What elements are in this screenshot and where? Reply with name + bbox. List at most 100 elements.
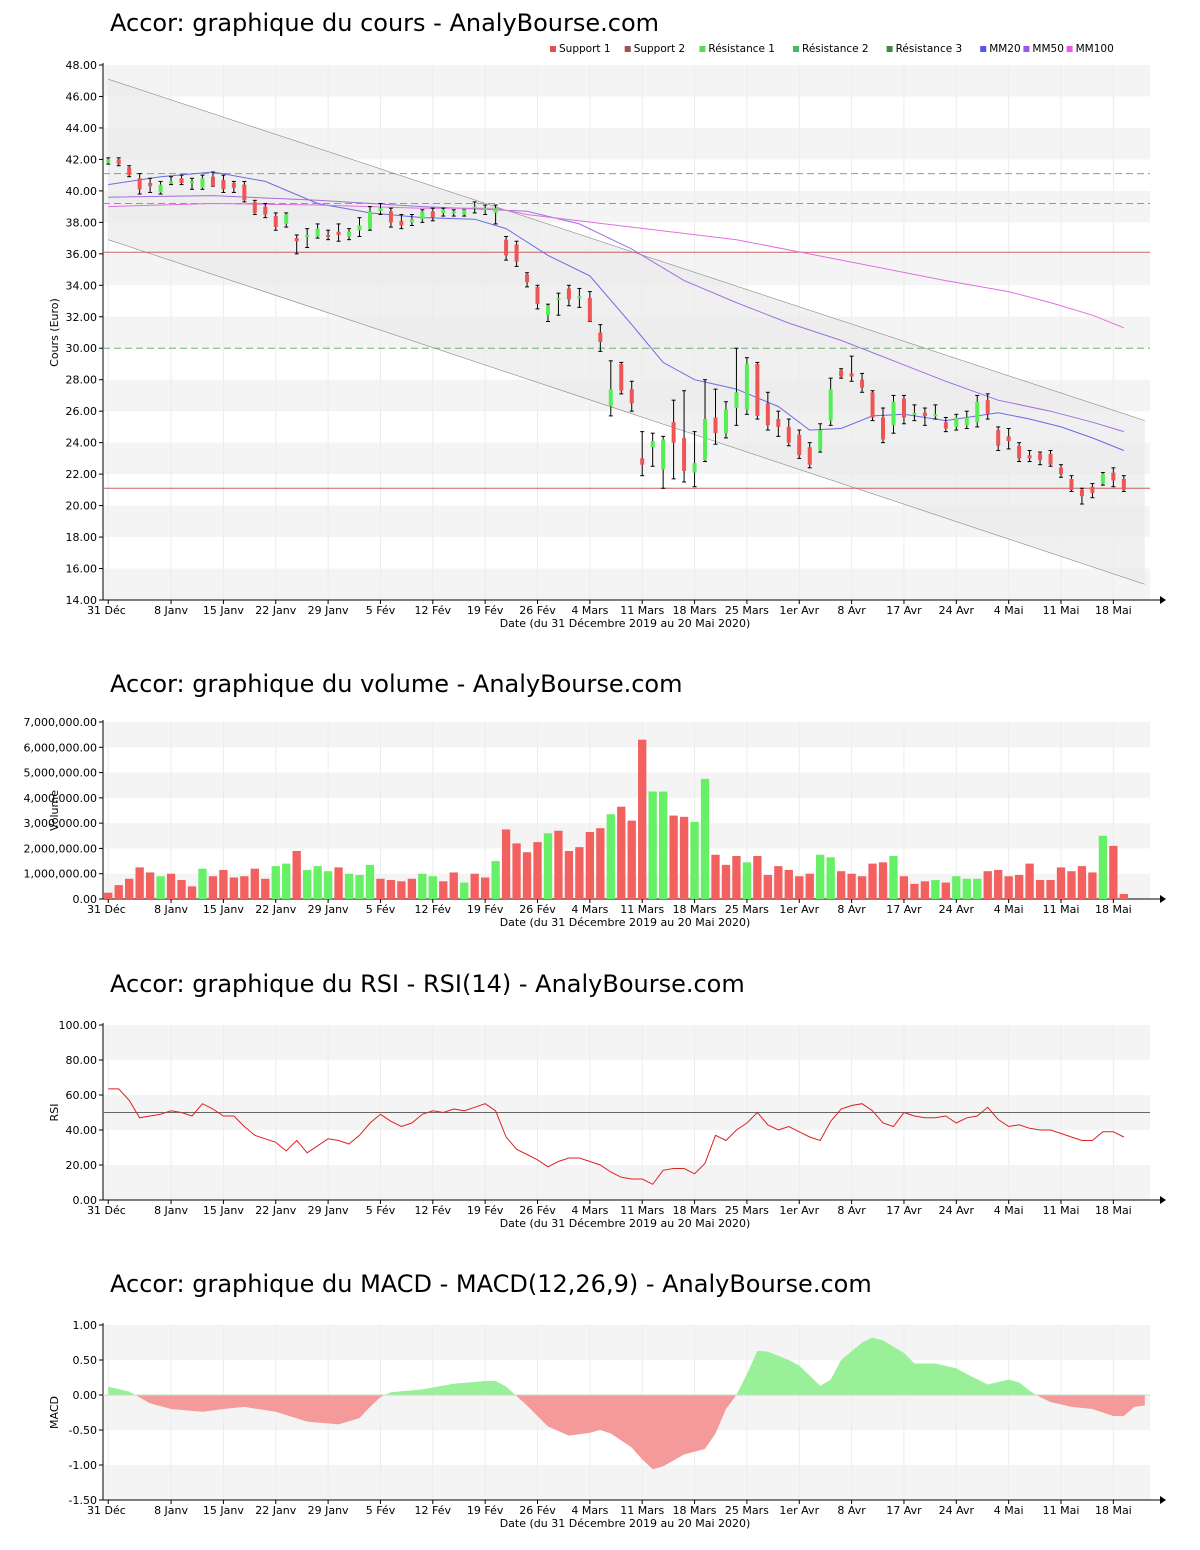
candle-body xyxy=(315,228,320,237)
x-tick-label: 29 Janv xyxy=(308,1504,349,1517)
volume-bar xyxy=(313,866,322,899)
candle xyxy=(587,291,592,322)
x-tick-label: 25 Mars xyxy=(725,604,769,617)
volume-bar xyxy=(910,883,919,899)
y-tick-label: 22.00 xyxy=(66,468,98,481)
price-chart-title: Accor: graphique du cours - AnalyBourse.… xyxy=(110,9,660,37)
candle-body xyxy=(169,181,174,184)
candle xyxy=(545,303,550,322)
y-tick-label: 1.00 xyxy=(73,1319,98,1332)
x-tick-label: 31 Déc xyxy=(87,1204,126,1217)
y-axis-label: RSI xyxy=(48,1104,61,1122)
candle xyxy=(148,177,153,193)
candle-body xyxy=(1027,455,1032,459)
candle-body xyxy=(200,178,205,188)
candle xyxy=(399,213,404,230)
candle xyxy=(284,212,289,228)
legend-swatch xyxy=(1023,46,1030,52)
candle-body xyxy=(430,211,435,218)
volume-bar xyxy=(156,876,165,899)
x-tick-label: 22 Janv xyxy=(255,604,296,617)
volume-bar xyxy=(732,856,741,899)
candle xyxy=(420,209,425,223)
legend-label: Support 1 xyxy=(559,43,611,55)
x-tick-label: 22 Janv xyxy=(255,1504,296,1517)
candle xyxy=(1059,464,1064,478)
candle-body xyxy=(388,211,393,223)
volume-bar xyxy=(1119,893,1128,899)
x-tick-label: 29 Janv xyxy=(308,903,349,916)
candle-body xyxy=(504,239,509,256)
mm100-line xyxy=(108,202,1124,329)
candle-body xyxy=(326,234,331,237)
candle xyxy=(933,404,938,420)
x-axis-arrow xyxy=(1160,1496,1166,1504)
candle xyxy=(116,157,121,167)
candle-body xyxy=(870,392,875,418)
volume-bar xyxy=(166,873,176,899)
x-tick-label: 18 Mai xyxy=(1095,1504,1132,1517)
legend-label: Résistance 2 xyxy=(802,43,869,55)
volume-bar xyxy=(826,857,835,899)
x-tick-label: 4 Mars xyxy=(571,1204,608,1217)
candle-body xyxy=(399,220,404,226)
candle-body xyxy=(703,419,708,460)
candle-body xyxy=(1017,445,1022,459)
volume-bar xyxy=(491,861,500,899)
candle-body xyxy=(158,184,163,193)
candle xyxy=(619,361,624,395)
candle-body xyxy=(943,422,948,429)
x-tick-label: 5 Fév xyxy=(366,903,396,916)
volume-bar xyxy=(816,854,825,899)
volume-bar xyxy=(177,880,186,899)
candle-body xyxy=(451,211,456,214)
x-tick-label: 18 Mai xyxy=(1095,903,1132,916)
volume-bar xyxy=(658,791,668,899)
candle xyxy=(294,234,299,255)
x-axis-caption: Date (du 31 Décembre 2019 au 20 Mai 2020… xyxy=(500,617,751,630)
candle xyxy=(692,431,697,488)
volume-bar xyxy=(690,821,699,899)
volume-bar xyxy=(753,856,762,899)
mm50-line xyxy=(108,195,1124,433)
candle-body xyxy=(1090,486,1095,493)
y-tick-label: 0.00 xyxy=(73,1194,98,1207)
x-tick-label: 29 Janv xyxy=(308,1204,349,1217)
x-tick-label: 11 Mai xyxy=(1043,1504,1080,1517)
volume-bar xyxy=(669,815,678,899)
candle xyxy=(367,206,372,231)
x-tick-label: 17 Avr xyxy=(886,1204,922,1217)
trend-channel-lower xyxy=(108,239,1145,585)
candle xyxy=(441,207,446,217)
macd-positive-area xyxy=(108,1337,1145,1395)
x-tick-label: 11 Mai xyxy=(1043,604,1080,617)
grid-band xyxy=(103,1325,1150,1360)
volume-bar xyxy=(1088,872,1097,899)
candle-body xyxy=(933,414,938,417)
x-tick-label: 26 Fév xyxy=(519,903,556,916)
volume-bar xyxy=(407,878,417,899)
candle xyxy=(1069,475,1074,492)
x-axis-caption: Date (du 31 Décembre 2019 au 20 Mai 2020… xyxy=(500,1517,751,1530)
rsi-line xyxy=(108,1088,1125,1185)
legend-label: Résistance 1 xyxy=(708,43,775,55)
x-tick-label: 8 Avr xyxy=(837,604,866,617)
volume-bar xyxy=(1056,867,1066,899)
volume-bar xyxy=(627,820,636,899)
candle-body xyxy=(744,363,749,410)
candle xyxy=(1100,472,1105,486)
y-tick-label: 24.00 xyxy=(66,437,98,450)
volume-bar xyxy=(774,866,783,899)
candle xyxy=(1048,450,1053,467)
grid-band xyxy=(103,823,1150,849)
x-tick-label: 17 Avr xyxy=(886,604,922,617)
candle xyxy=(221,174,226,193)
candle xyxy=(912,404,917,422)
candle xyxy=(713,388,718,445)
candle xyxy=(1006,427,1011,450)
candle-body xyxy=(1100,474,1105,484)
legend-swatch xyxy=(550,46,556,52)
candle xyxy=(556,292,561,316)
grid-band xyxy=(103,772,1150,798)
